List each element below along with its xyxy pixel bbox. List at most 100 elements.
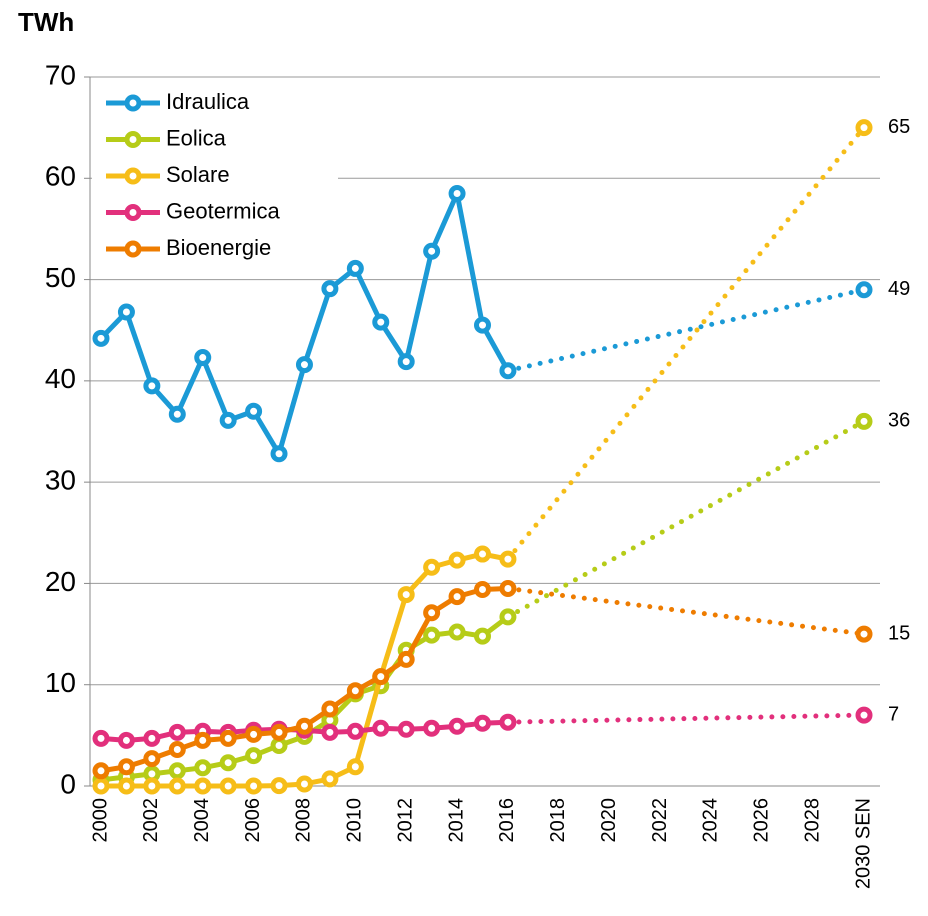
data-point: [346, 682, 364, 700]
data-label: 49: [888, 278, 910, 300]
x-tick-label: 2020: [598, 798, 620, 843]
x-tick-label: 2008: [293, 798, 315, 843]
x-tick-label: 2028: [801, 798, 823, 843]
x-tick-label: 2010: [344, 798, 366, 843]
y-tick-label: 0: [60, 768, 76, 799]
legend-marker: [124, 131, 142, 148]
data-point: [423, 242, 441, 260]
legend-marker: [124, 94, 142, 112]
data-point: [474, 545, 491, 563]
data-point: [855, 119, 873, 137]
data-point: [168, 777, 186, 795]
data-point: [194, 349, 212, 367]
data-point: [92, 729, 110, 747]
data-point: [499, 608, 517, 626]
data-point: [117, 777, 135, 795]
data-point: [499, 713, 517, 731]
data-point: [194, 777, 212, 795]
data-point: [117, 758, 135, 776]
projection-line: [505, 418, 867, 620]
data-point: [168, 762, 186, 780]
data-point: [372, 313, 390, 331]
x-tick-label: 2000: [89, 798, 111, 843]
data-point: [143, 377, 161, 395]
x-tick-label: 2030 SEN: [852, 798, 874, 889]
legend-label: Idraulica: [166, 89, 250, 114]
data-point: [245, 402, 263, 420]
x-tick-label: 2016: [496, 798, 518, 843]
y-tick-label: 40: [45, 363, 76, 394]
data-point: [117, 731, 135, 749]
data-point: [474, 714, 491, 732]
data-point: [321, 280, 339, 298]
data-point: [219, 411, 237, 429]
data-point: [219, 729, 237, 747]
data-point: [245, 725, 263, 743]
y-tick-label: 30: [45, 465, 76, 496]
data-point: [321, 723, 339, 741]
legend-label: Geotermica: [166, 198, 280, 223]
data-point: [474, 627, 491, 645]
legend-marker: [124, 204, 142, 221]
data-point: [245, 777, 263, 795]
data-point: [423, 604, 441, 622]
data-point: [143, 750, 161, 768]
data-point: [372, 668, 390, 686]
projection-line: [505, 712, 867, 725]
projection-line: [505, 125, 867, 562]
x-tick-label: 2004: [191, 798, 213, 843]
projection-line: [505, 585, 867, 637]
data-point: [295, 717, 313, 735]
data-point: [143, 729, 161, 747]
data-point: [346, 722, 364, 740]
y-axis-title: TWh: [18, 7, 74, 37]
data-point: [499, 362, 517, 380]
x-tick-label: 2022: [649, 798, 671, 843]
data-point: [270, 777, 288, 795]
data-point: [372, 719, 390, 737]
y-tick-label: 20: [45, 566, 76, 597]
data-point: [219, 754, 237, 772]
x-tick-label: 2012: [394, 798, 416, 843]
y-tick-label: 50: [45, 262, 76, 293]
data-point: [855, 706, 873, 724]
data-point: [117, 303, 135, 321]
data-point: [92, 777, 110, 795]
data-point: [397, 353, 415, 371]
data-point: [219, 777, 237, 795]
data-point: [423, 626, 441, 644]
data-point: [270, 445, 288, 463]
data-point: [245, 747, 263, 765]
series-line: [101, 551, 509, 789]
data-point: [397, 720, 415, 738]
data-point: [168, 405, 186, 423]
y-tick-label: 70: [45, 59, 76, 90]
data-point: [92, 329, 110, 347]
data-point: [270, 736, 288, 754]
data-point: [855, 281, 873, 299]
data-point: [448, 184, 466, 202]
y-tick-label: 10: [45, 667, 76, 698]
data-point: [92, 762, 110, 780]
data-point: [448, 551, 466, 569]
data-point: [397, 586, 415, 604]
data-label: 15: [888, 622, 910, 644]
data-point: [499, 550, 517, 568]
data-point: [474, 581, 491, 599]
data-point: [855, 625, 873, 643]
data-point: [168, 741, 186, 759]
data-point: [423, 558, 441, 576]
data-point: [346, 259, 364, 277]
data-point: [855, 412, 873, 430]
data-label: 7: [888, 703, 899, 725]
data-point: [295, 775, 313, 793]
data-point: [448, 588, 466, 606]
data-label: 65: [888, 116, 910, 138]
x-tick-label: 2018: [547, 798, 569, 843]
y-tick-label: 60: [45, 161, 76, 192]
legend-label: Bioenergie: [166, 235, 271, 260]
x-tick-label: 2006: [242, 798, 264, 843]
data-label: 36: [888, 410, 910, 432]
x-tick-label: 2014: [445, 798, 467, 843]
